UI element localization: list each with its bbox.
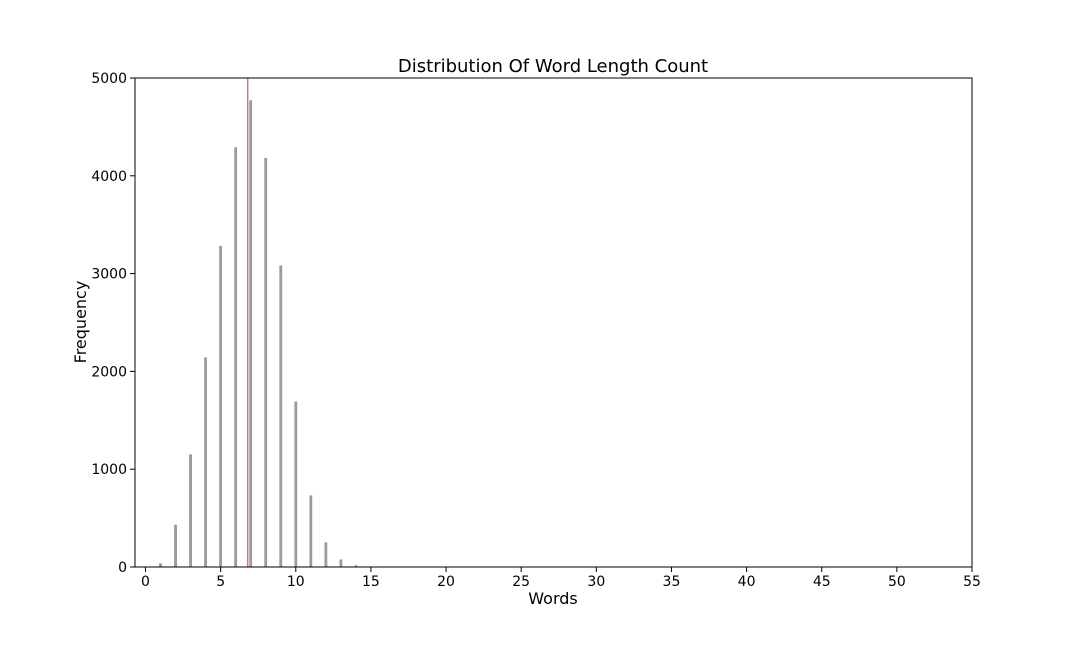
x-tick-label: 25 [512, 574, 530, 590]
x-tick-label: 55 [963, 574, 981, 590]
bar-6 [234, 147, 238, 568]
bar-7 [249, 100, 253, 568]
x-axis-label: Words [528, 589, 577, 608]
y-tick-label: 1000 [91, 462, 127, 478]
bar-1 [159, 563, 162, 568]
x-axis-ticks: 0 5 10 15 20 25 30 35 40 45 50 55 [141, 567, 981, 590]
bar-11 [309, 495, 313, 568]
x-tick-label: 40 [738, 574, 756, 590]
bar-8 [264, 158, 268, 568]
x-tick-label: 30 [587, 574, 605, 590]
bars-group [159, 100, 373, 568]
y-axis-label: Frequency [71, 281, 90, 364]
bar-4 [204, 357, 207, 568]
y-tick-label: 3000 [91, 267, 127, 283]
y-tick-label: 4000 [91, 169, 127, 185]
bar-9 [279, 265, 283, 568]
y-tick-label: 2000 [91, 364, 127, 380]
bar-2 [174, 524, 177, 568]
y-tick-label: 5000 [91, 71, 127, 87]
x-tick-label: 5 [216, 574, 225, 590]
bar-13 [339, 559, 343, 568]
x-tick-label: 50 [888, 574, 906, 590]
x-tick-label: 0 [141, 574, 150, 590]
bar-12 [324, 542, 328, 568]
x-tick-label: 15 [362, 574, 380, 590]
chart-title: Distribution Of Word Length Count [398, 56, 708, 77]
plot-frame [134, 77, 973, 568]
bar-5 [219, 246, 223, 568]
bar-10 [294, 401, 298, 568]
y-tick-label: 0 [118, 560, 127, 576]
bar-3 [189, 454, 192, 568]
x-tick-label: 35 [663, 574, 681, 590]
y-axis-ticks: 0 1000 2000 3000 4000 5000 [91, 71, 135, 576]
x-tick-label: 10 [287, 574, 305, 590]
x-tick-label: 20 [437, 574, 455, 590]
x-tick-label: 45 [813, 574, 831, 590]
